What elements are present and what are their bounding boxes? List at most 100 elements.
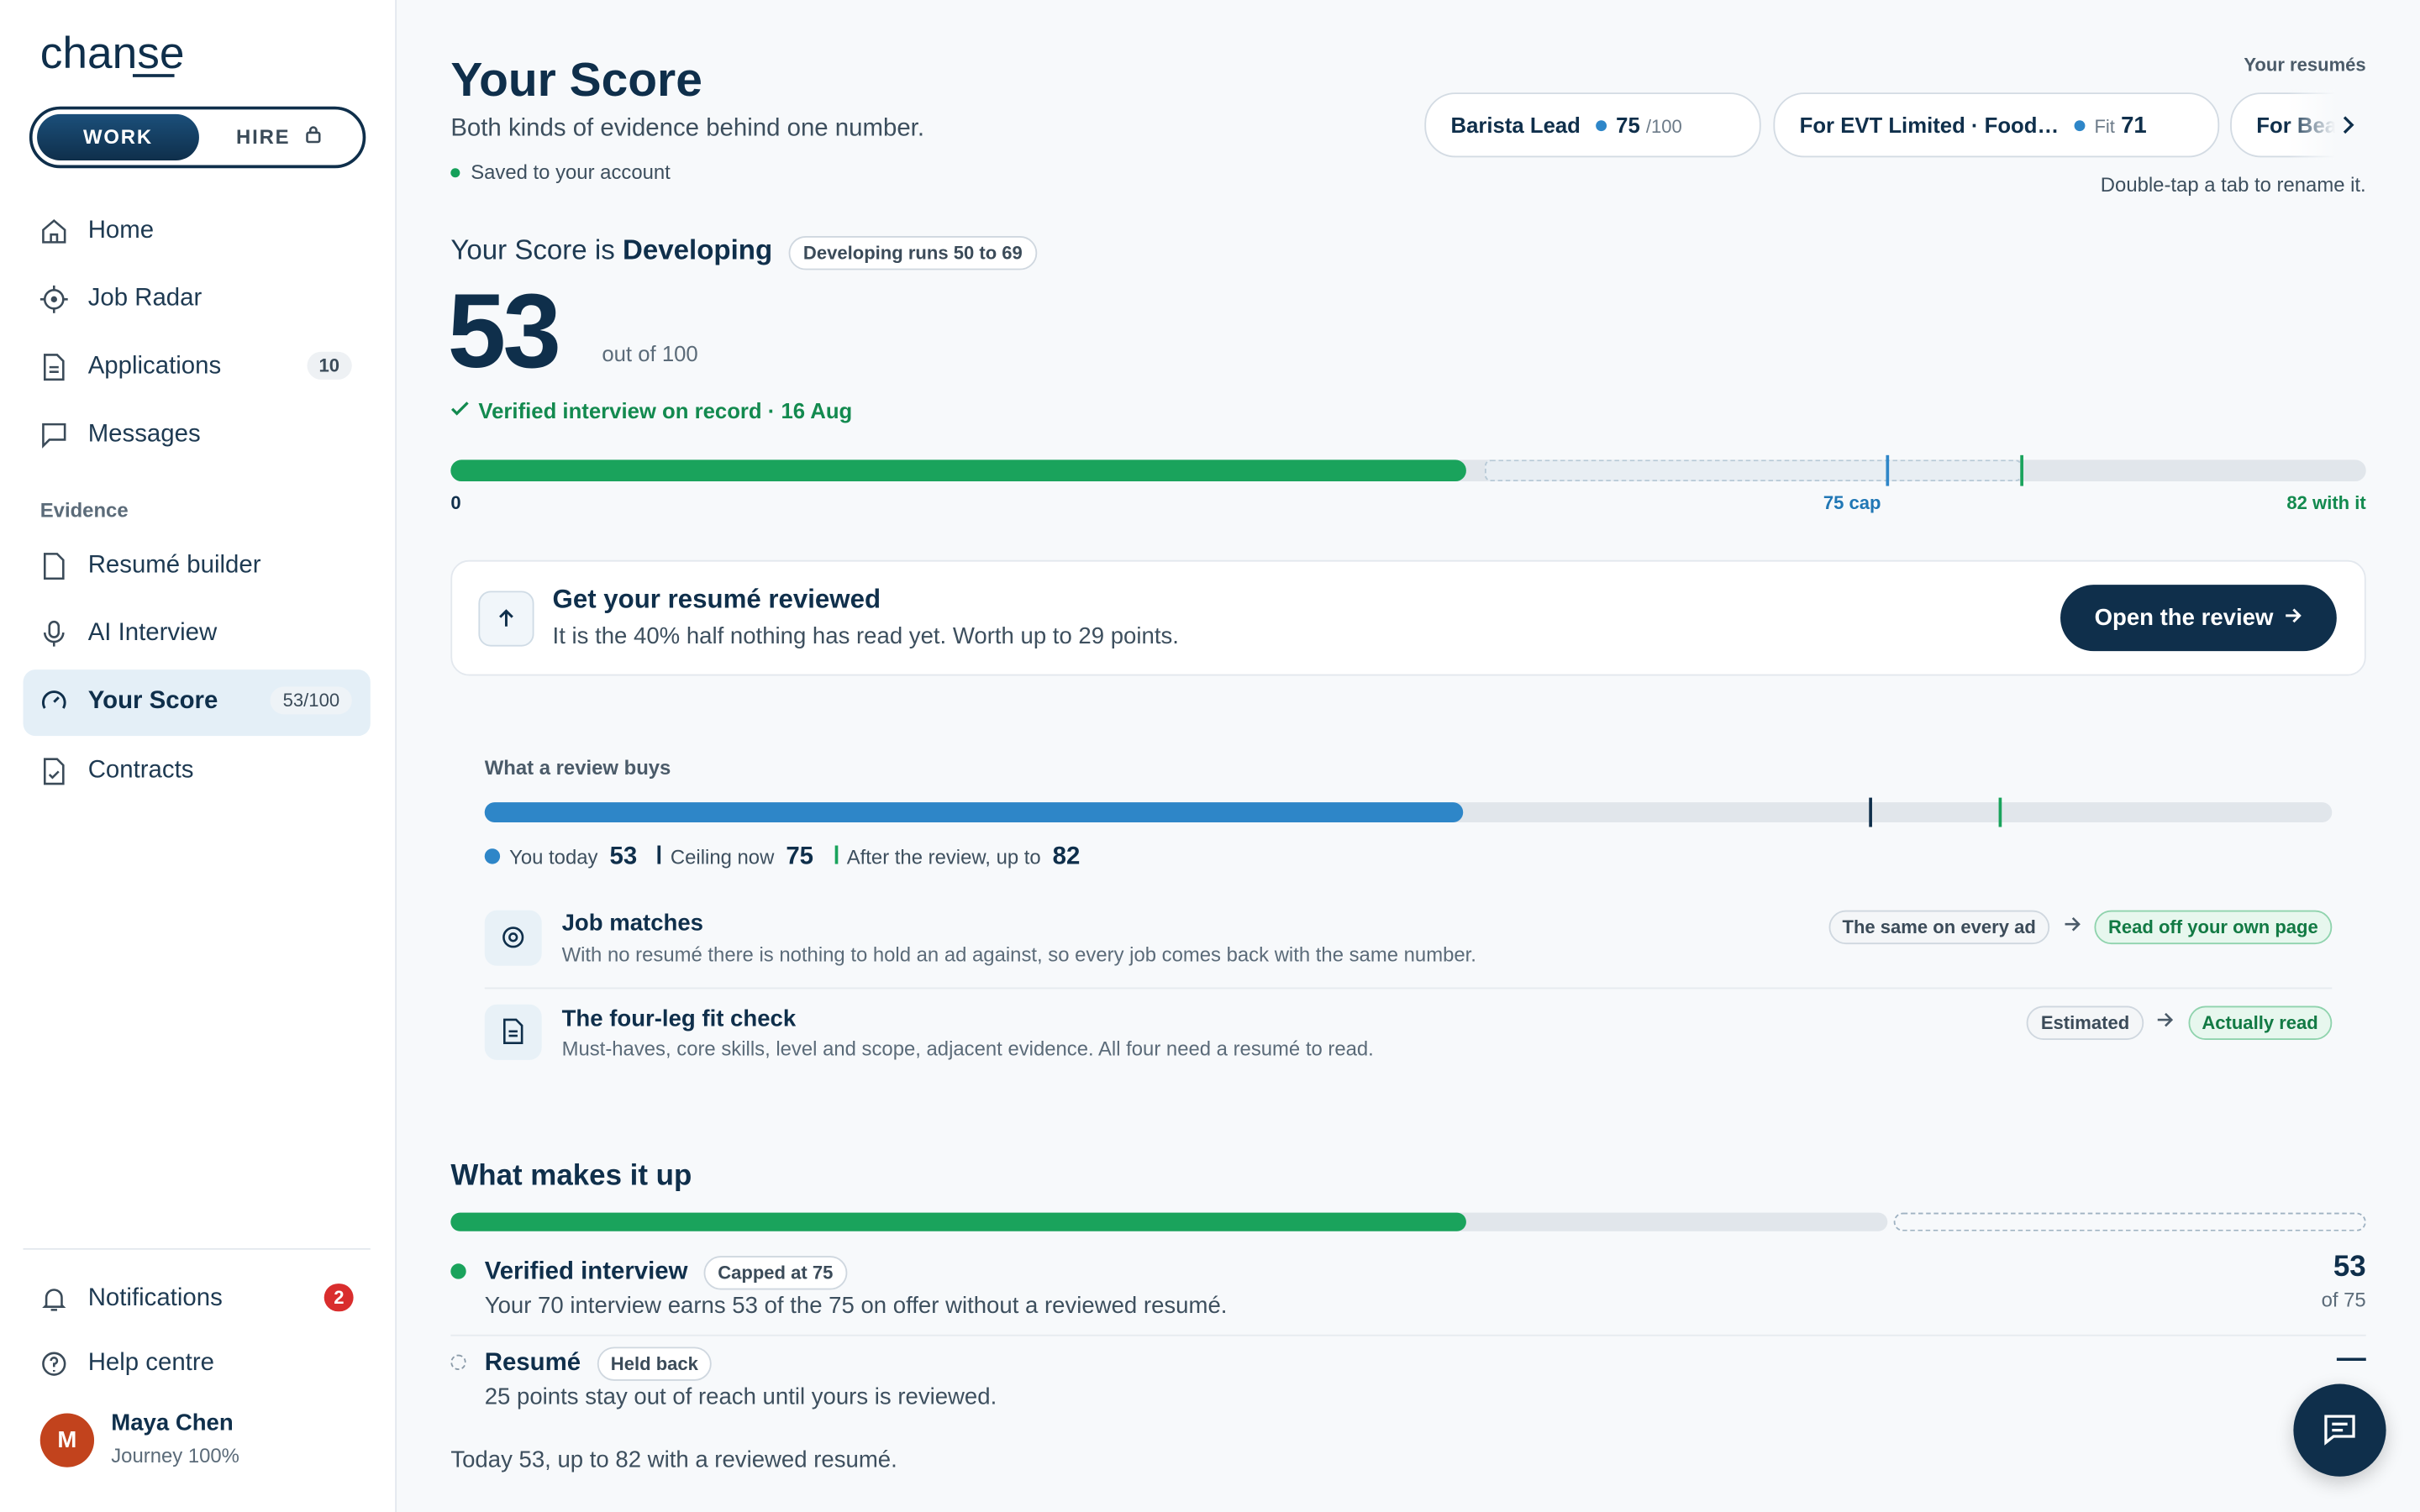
item-desc: With no resumé there is nothing to hold … (561, 942, 1476, 966)
with-review-label: 82 with it (2286, 491, 2366, 514)
nav-label: Job Radar (87, 285, 203, 312)
nav-badge: 10 (306, 351, 352, 380)
tab-suffix: /100 (1645, 115, 1682, 138)
resume-tabs: Barista Lead 75 /100 For EVT Limited · Fo… (1423, 89, 2368, 161)
arrow-up-icon (499, 609, 513, 627)
page-title: Your Score (450, 52, 702, 107)
verified-text: Verified interview on record · 16 Aug (478, 397, 853, 423)
tab-score: 71 (2121, 113, 2147, 139)
cap-marker (1886, 454, 1889, 486)
open-review-button[interactable]: Open the review (2060, 585, 2337, 652)
component-score: — (2336, 1341, 2366, 1375)
tabs-next[interactable] (2339, 114, 2358, 136)
legend-value: 53 (609, 843, 638, 870)
nav-help[interactable]: Help centre (24, 1333, 371, 1394)
component-row: Resumé Held back (484, 1347, 713, 1381)
from-pill: Estimated (2027, 1005, 2144, 1040)
resume-tab[interactable]: For EVT Limited · Food… Fit 71 (1773, 92, 2220, 158)
icon (39, 285, 68, 313)
nav-job-radar[interactable]: Job Radar (24, 269, 371, 330)
scale-min: 0 (450, 491, 461, 514)
lock-icon (305, 126, 320, 144)
legend-value: 82 (1052, 843, 1081, 870)
from-pill: The same on every ad (1828, 910, 2050, 945)
icon (42, 690, 66, 709)
out-of-text: out of (602, 340, 656, 366)
resume-tab[interactable]: Barista Lead 75 /100 (1424, 92, 1761, 158)
nav-messages[interactable]: Messages (24, 404, 371, 465)
subtitle: Both kinds of evidence behind one number… (450, 115, 925, 142)
nav-applications[interactable]: Applications 10 (24, 336, 371, 397)
tab-dot (2074, 120, 2086, 132)
nav-label: Help centre (87, 1350, 214, 1377)
legend-label: Ceiling now (670, 845, 775, 869)
tab-name: Barista Lead (1450, 113, 1581, 138)
divider (484, 987, 2333, 990)
icon (43, 354, 65, 381)
avatar[interactable]: M (39, 1413, 95, 1467)
user-name: Maya Chen (111, 1410, 234, 1437)
toggle-hire-label: HIRE (236, 124, 291, 149)
icon (42, 1352, 66, 1376)
score-value: 53 (447, 273, 561, 391)
logo[interactable]: chanse (39, 29, 185, 79)
nav-resume-builder[interactable]: Resumé builder (24, 535, 371, 596)
nav-label: Contracts (87, 757, 194, 785)
potential-range (1484, 459, 2022, 482)
of-prefix: of (2321, 1288, 2338, 1312)
component-name: Resumé (484, 1350, 581, 1377)
nav-ai-interview[interactable]: AI Interview (24, 603, 371, 664)
nav-label: Notifications (87, 1285, 223, 1312)
review-legend: You today 53 Ceiling now 75 After the re… (484, 843, 1081, 874)
resumes-label: Your resumés (2244, 54, 2366, 76)
icon (42, 423, 66, 449)
nav-home[interactable]: Home (24, 201, 371, 262)
review-bar (484, 797, 2333, 827)
icon (42, 1289, 66, 1311)
user-status: Journey 100% (111, 1444, 239, 1467)
toggle-hire[interactable]: HIRE (236, 114, 322, 160)
nav-contracts[interactable]: Contracts (24, 741, 371, 802)
tabs-fade (2287, 89, 2368, 161)
status-dot (450, 1354, 466, 1371)
component-badge: Capped at 75 (703, 1256, 847, 1290)
to-pill: Read off your own page (2094, 910, 2333, 945)
section-title: What makes it up (450, 1160, 692, 1193)
component-cap: 75 (2344, 1288, 2366, 1312)
component-score: 53 (2333, 1251, 2366, 1284)
status-dot (450, 1263, 466, 1279)
toggle-work[interactable]: WORK (37, 113, 199, 161)
nav-badge: 2 (324, 1284, 354, 1312)
tab-name: For EVT Limited · Food… (1799, 113, 2060, 138)
saved-text: Saved to your account (471, 160, 671, 184)
legend-label: After the review, up to (846, 845, 1041, 869)
score-out-of: out of 100 (602, 338, 697, 369)
chat-button[interactable] (2293, 1383, 2386, 1477)
mode-toggle: WORK HIRE (29, 106, 366, 169)
legend-swatch (834, 845, 838, 864)
score-heading: Your Score is Developing Developing runs… (450, 233, 1037, 270)
nav-your-score[interactable]: Your Score 53/100 (23, 669, 371, 737)
check-icon (450, 402, 469, 416)
today-fill (484, 802, 1464, 822)
arrow-icon (2158, 1012, 2174, 1027)
icon (43, 620, 65, 647)
with-review-marker (2019, 454, 2023, 486)
score-max: 100 (661, 340, 698, 366)
legend-swatch (484, 848, 501, 864)
review-card: Get your resumé reviewed It is the 40% h… (450, 559, 2366, 676)
score-bar (450, 454, 2366, 486)
nav-label: Home (87, 217, 155, 244)
nav-label: Your Score (87, 688, 218, 715)
item-change: The same on every ad Read off your own p… (1828, 910, 2333, 945)
score-level: Developing (622, 234, 773, 265)
nav-notifications[interactable]: Notifications 2 (24, 1268, 371, 1330)
nav-label: Applications (87, 353, 222, 380)
tabs-hint: Double-tap a tab to rename it. (2100, 172, 2366, 197)
nav-label: Messages (87, 421, 201, 448)
verified-note: Verified interview on record · 16 Aug (450, 395, 852, 426)
divider (450, 1334, 2366, 1336)
component-desc: Your 70 interview earns 53 of the 75 on … (484, 1293, 1228, 1320)
item-desc: Must-haves, core skills, level and scope… (561, 1037, 1374, 1060)
